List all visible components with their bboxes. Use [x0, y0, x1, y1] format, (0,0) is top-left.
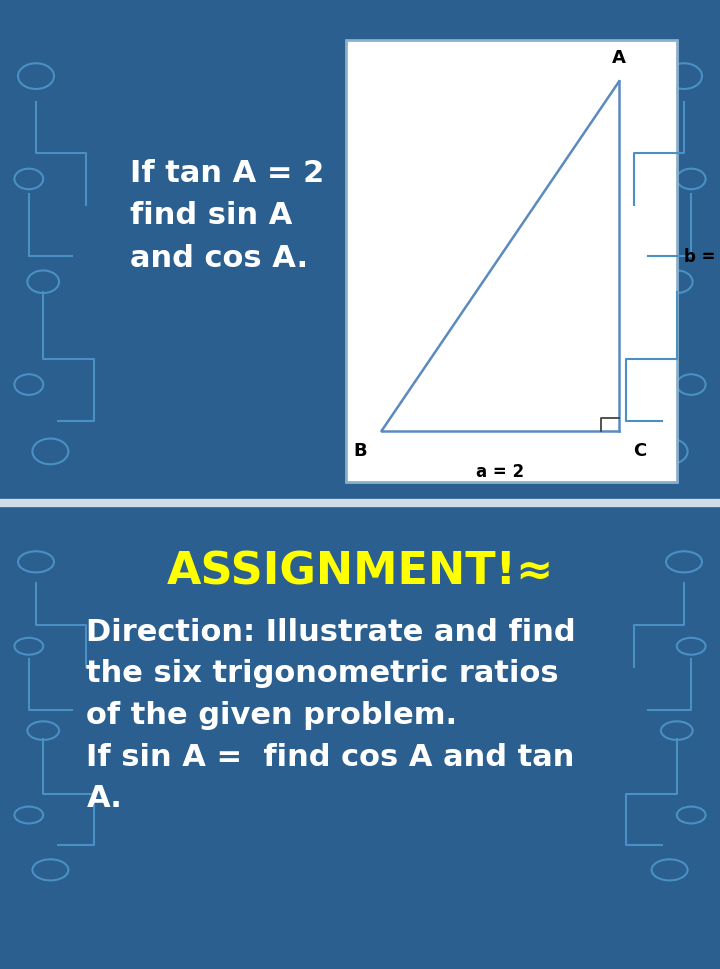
Text: ASSIGNMENT!≈: ASSIGNMENT!≈ [166, 549, 554, 593]
Text: b = 1: b = 1 [684, 248, 720, 266]
Text: If tan A = 2
find sin A
and cos A.: If tan A = 2 find sin A and cos A. [130, 159, 324, 273]
Text: A: A [612, 48, 626, 67]
FancyBboxPatch shape [346, 41, 677, 483]
Text: B: B [354, 442, 367, 459]
Text: a = 2: a = 2 [477, 462, 524, 481]
Text: C: C [634, 442, 647, 459]
Text: Direction: Illustrate and find
the six trigonometric ratios
of the given problem: Direction: Illustrate and find the six t… [86, 617, 576, 812]
